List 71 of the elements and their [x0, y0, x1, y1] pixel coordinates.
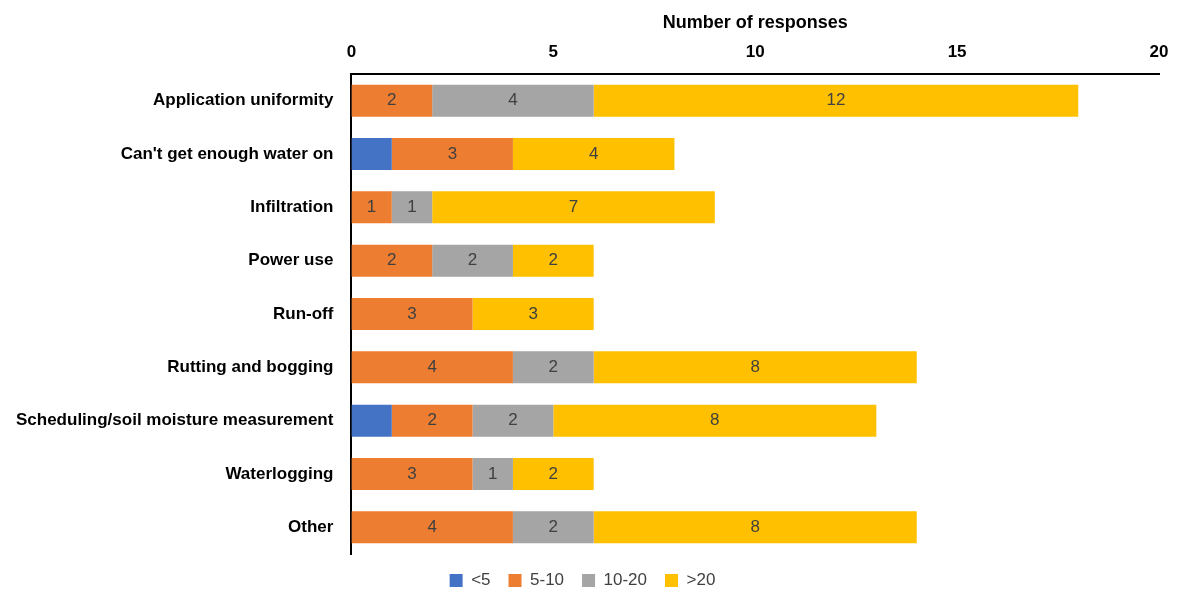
- bar: [432, 84, 594, 117]
- bar: [351, 511, 513, 544]
- y-tick-label: Other: [288, 517, 334, 537]
- bar: [512, 138, 675, 170]
- bar: [512, 244, 594, 277]
- data-label: 1: [407, 197, 417, 217]
- bar: [351, 191, 392, 224]
- bar: [351, 84, 433, 117]
- bar: [351, 404, 392, 437]
- bar: [553, 404, 877, 437]
- bar: [512, 351, 594, 384]
- y-tick-label: Can't get enough water on: [120, 143, 334, 163]
- bar: [593, 84, 1079, 117]
- data-label: 8: [750, 517, 760, 537]
- bar: [472, 298, 594, 330]
- x-tick-label: 10: [745, 42, 765, 62]
- data-label: 3: [528, 303, 538, 323]
- bar: [472, 458, 513, 490]
- bar: [351, 138, 392, 170]
- legend-label: 5-10: [530, 570, 565, 590]
- bar: [512, 458, 594, 490]
- y-tick-label: Power use: [248, 250, 334, 270]
- data-label: 3: [407, 303, 417, 323]
- y-tick-label: Run-off: [272, 303, 334, 323]
- bar: [512, 511, 594, 544]
- data-label: 8: [750, 357, 760, 377]
- data-label: 2: [548, 250, 559, 270]
- y-tick-label: Infiltration: [250, 197, 334, 217]
- data-label: 4: [508, 90, 518, 110]
- data-label: 3: [407, 463, 417, 483]
- bar: [593, 351, 917, 384]
- bar: [391, 138, 513, 170]
- bar: [432, 244, 513, 277]
- bar: [351, 298, 473, 330]
- data-label: 3: [447, 143, 458, 163]
- bar: [351, 244, 433, 277]
- x-tick-label: 0: [346, 42, 357, 62]
- y-tick-label: Scheduling/soil moisture measurement: [15, 410, 334, 430]
- data-label: 4: [427, 517, 437, 537]
- data-label: 2: [548, 463, 559, 483]
- bar: [472, 404, 554, 437]
- data-label: 2: [548, 357, 559, 377]
- data-label: 1: [488, 463, 498, 483]
- data-label: 2: [387, 90, 397, 110]
- x-tick-label: 20: [1149, 42, 1169, 62]
- legend-label: 10-20: [603, 570, 648, 590]
- data-label: 8: [710, 410, 720, 430]
- data-label: 7: [568, 197, 579, 217]
- data-label: 2: [427, 410, 437, 430]
- bar: [391, 191, 433, 224]
- x-axis-title: Number of responses: [662, 11, 848, 32]
- data-label: 1: [366, 197, 377, 217]
- legend-label: >20: [686, 570, 716, 590]
- data-label: 2: [548, 517, 559, 537]
- data-label: 2: [467, 250, 478, 270]
- data-label: 4: [588, 143, 599, 163]
- bar: [351, 351, 513, 384]
- y-tick-label: Waterlogging: [225, 463, 334, 483]
- y-tick-label: Application uniformity: [153, 90, 334, 110]
- data-label: 2: [508, 410, 518, 430]
- x-tick-label: 15: [947, 42, 967, 62]
- data-label: 4: [427, 357, 437, 377]
- bar: [593, 511, 917, 544]
- legend-label: <5: [471, 570, 491, 590]
- data-label: 2: [387, 250, 397, 270]
- bar: [351, 458, 473, 490]
- x-tick-label: 5: [548, 42, 559, 62]
- bar: [432, 191, 715, 224]
- bar: [391, 404, 473, 437]
- y-tick-label: Rutting and bogging: [167, 357, 334, 377]
- data-label: 12: [826, 90, 846, 110]
